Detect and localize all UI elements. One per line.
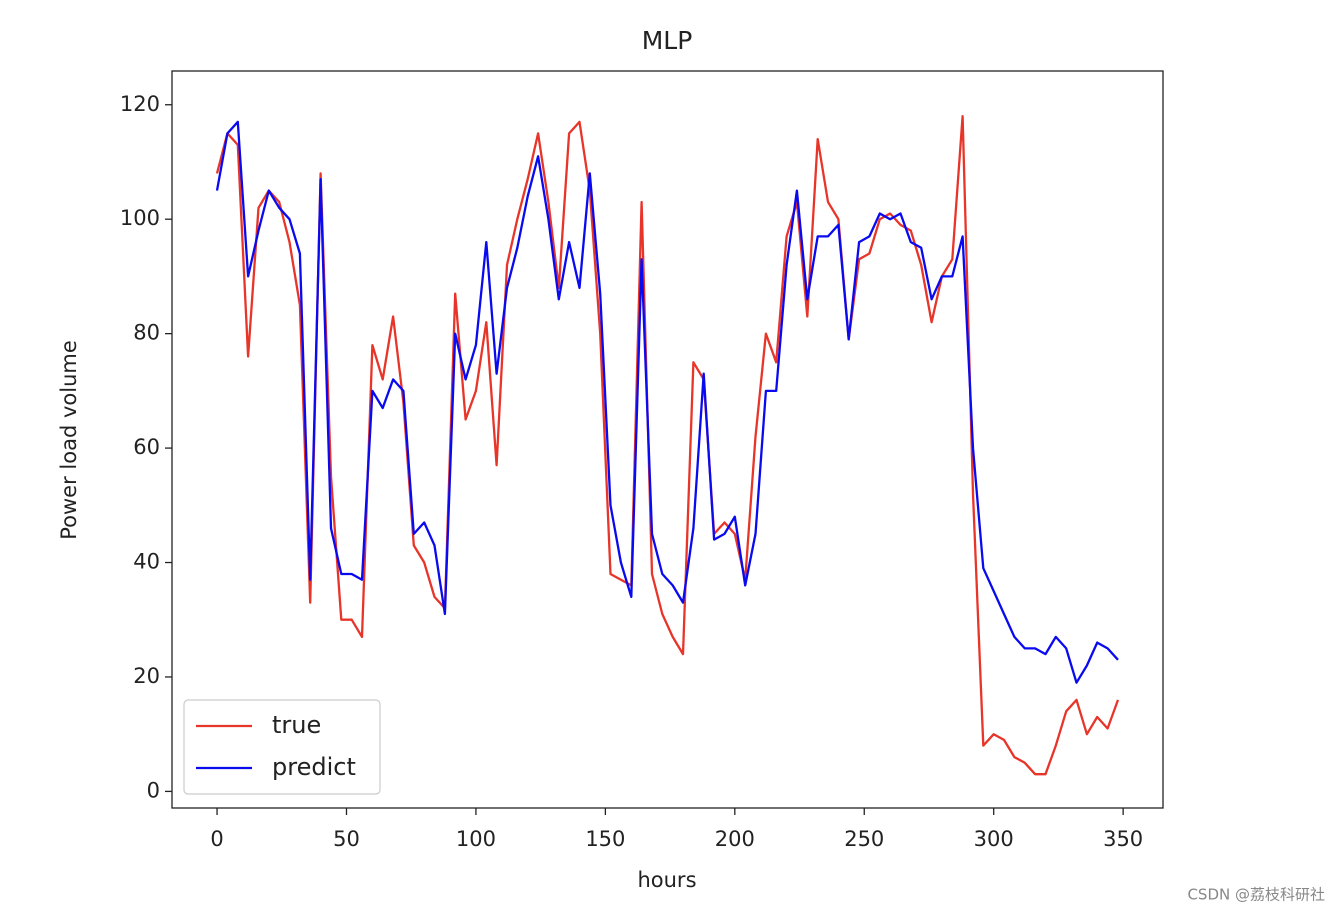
y-tick-label: 60 <box>133 435 160 459</box>
y-tick-label: 0 <box>147 778 160 802</box>
data-line <box>215 120 1119 684</box>
plot-frame <box>171 70 1164 809</box>
x-tick-label: 200 <box>715 827 755 851</box>
x-tick-label: 250 <box>844 827 884 851</box>
x-tick-label: 350 <box>1103 827 1143 851</box>
x-tick-label: 300 <box>974 827 1014 851</box>
chart-title: MLP <box>642 26 693 55</box>
x-tick-label: 50 <box>333 827 360 851</box>
x-axis-label: hours <box>637 868 696 892</box>
y-tick-label: 100 <box>120 206 160 230</box>
y-axis-label: Power load volume <box>57 340 81 540</box>
y-tick-label: 40 <box>133 550 160 574</box>
x-tick-label: 150 <box>585 827 625 851</box>
x-tick-label: 100 <box>456 827 496 851</box>
legend-label: predict <box>272 753 356 781</box>
legend-box <box>183 699 381 795</box>
y-tick-label: 20 <box>133 664 160 688</box>
x-tick-label: 0 <box>210 827 223 851</box>
y-tick-label: 120 <box>120 92 160 116</box>
watermark: CSDN @荔枝科研社 <box>1187 886 1325 904</box>
y-tick-label: 80 <box>133 321 160 345</box>
data-line <box>215 115 1120 776</box>
legend-label: true <box>272 711 321 739</box>
